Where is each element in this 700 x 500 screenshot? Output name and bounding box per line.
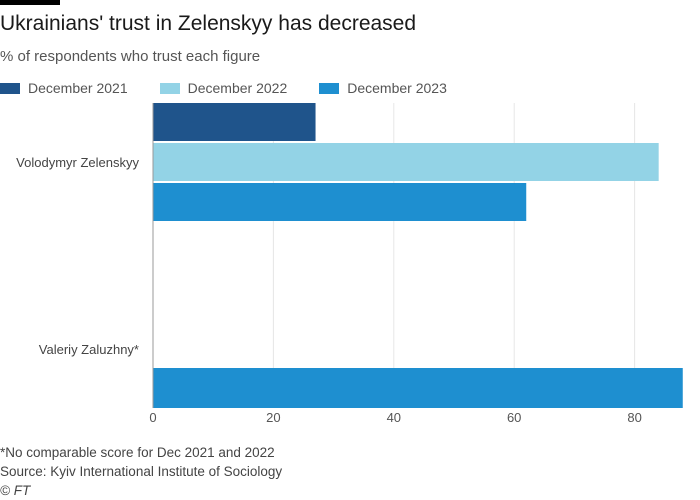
bar: [153, 183, 527, 221]
legend-label: December 2021: [28, 80, 128, 96]
legend: December 2021 December 2022 December 202…: [0, 80, 479, 96]
bar: [153, 103, 316, 141]
x-tick-label: 20: [266, 410, 280, 425]
bar: [153, 143, 659, 181]
footnote: *No comparable score for Dec 2021 and 20…: [0, 445, 275, 460]
legend-item-2021: December 2021: [0, 80, 128, 96]
chart-title: Ukrainians' trust in Zelenskyy has decre…: [0, 12, 417, 35]
legend-label: December 2023: [347, 80, 447, 96]
x-tick-label: 0: [149, 410, 156, 425]
source: Source: Kyiv International Institute of …: [0, 464, 283, 479]
x-tick-label: 60: [507, 410, 521, 425]
legend-item-2022: December 2022: [159, 80, 288, 96]
legend-label: December 2022: [187, 80, 288, 96]
x-tick-label: 40: [387, 410, 401, 425]
category-label: Volodymyr Zelenskyy: [16, 155, 139, 170]
ft-top-bar: [0, 0, 60, 5]
legend-swatch: [0, 82, 20, 94]
legend-item-2023: December 2023: [319, 80, 447, 96]
bar: [153, 368, 683, 408]
category-label: Valeriy Zaluzhny*: [39, 342, 139, 357]
x-tick-label: 80: [627, 410, 641, 425]
legend-swatch: [319, 82, 340, 94]
copyright: © FT: [0, 483, 31, 498]
chart-subtitle: % of respondents who trust each figure: [0, 48, 261, 65]
legend-swatch: [159, 82, 180, 94]
